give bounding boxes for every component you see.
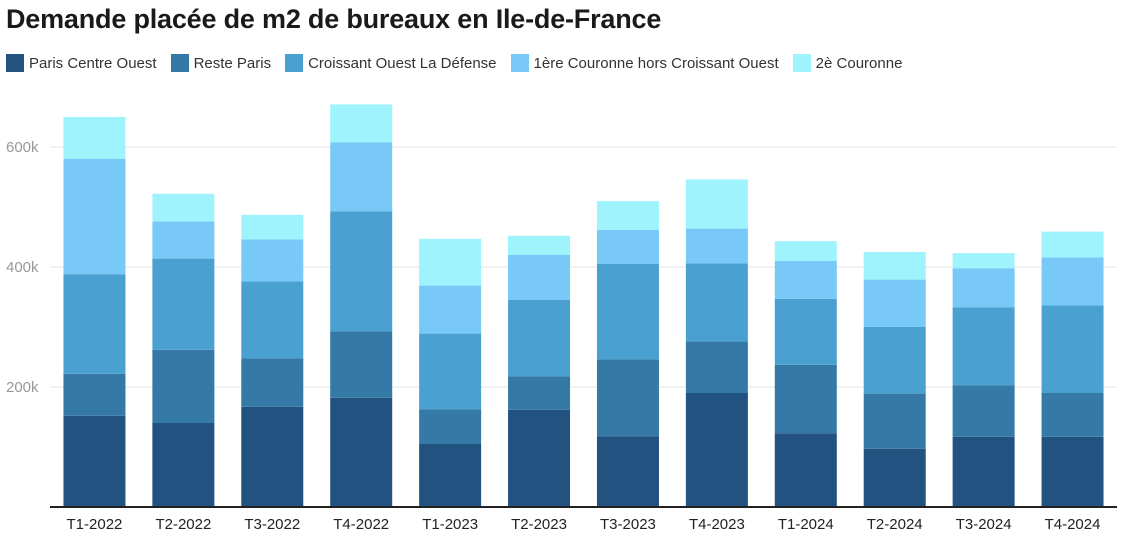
bar-segment	[952, 436, 1015, 507]
bar-segment	[952, 307, 1015, 386]
bar-segment	[508, 255, 571, 300]
bar-segment	[241, 281, 304, 359]
bar-segment	[419, 285, 482, 334]
bar-segment	[330, 331, 393, 398]
legend-label: Reste Paris	[193, 54, 272, 72]
legend-label: Croissant Ouest La Défense	[308, 54, 497, 72]
bar-segment	[596, 436, 659, 507]
bar-segment	[63, 117, 126, 159]
bar-segment	[863, 327, 926, 394]
x-tick-label: T3-2022	[244, 516, 300, 533]
legend-swatch	[510, 54, 529, 72]
bar-segment	[152, 258, 215, 350]
bar-segment	[152, 221, 215, 259]
x-tick-label: T3-2023	[600, 516, 656, 533]
bar-segment	[685, 228, 748, 264]
legend-label: 1ère Couronne hors Croissant Ouest	[533, 54, 779, 72]
bar-segment	[330, 142, 393, 212]
x-tick-label: T1-2022	[67, 516, 123, 533]
bar-segment	[596, 229, 659, 264]
bar-segment	[685, 263, 748, 342]
bar-segment	[419, 409, 482, 444]
bar-segment	[508, 300, 571, 377]
bar-segment	[330, 211, 393, 332]
bar-segment	[1041, 257, 1104, 306]
x-tick-label: T4-2022	[333, 516, 389, 533]
bar-segment	[330, 104, 393, 143]
bar-segment	[241, 358, 304, 407]
bar-segment	[152, 349, 215, 423]
bar-segment	[63, 159, 126, 275]
legend-swatch	[170, 54, 189, 72]
bar-segment	[774, 241, 837, 261]
bar-segment	[596, 201, 659, 230]
bar-segment	[330, 397, 393, 507]
bar-segment	[241, 239, 304, 282]
bar-segment	[419, 333, 482, 410]
bar-segment	[63, 373, 126, 416]
bar-segment	[596, 359, 659, 437]
bar-segment	[952, 253, 1015, 269]
bar-segment	[508, 376, 571, 410]
y-tick-label: 200k	[6, 379, 39, 396]
bar-segment	[774, 433, 837, 507]
x-tick-label: T4-2023	[689, 516, 745, 533]
bar-segment	[774, 298, 837, 365]
bar-segment	[952, 385, 1015, 437]
bar-segment	[863, 393, 926, 449]
legend-label: Paris Centre Ouest	[29, 54, 157, 72]
bar-segment	[419, 444, 482, 507]
bar-segment	[863, 279, 926, 327]
x-tick-label: T1-2023	[422, 516, 478, 533]
legend-item: 1ère Couronne hors Croissant Ouest	[510, 54, 779, 72]
legend-item: 2è Couronne	[792, 54, 903, 72]
bar-segment	[952, 268, 1015, 308]
bar-segment	[685, 393, 748, 507]
bar-segment	[241, 406, 304, 507]
bar-segment	[685, 179, 748, 229]
bar-segment	[774, 364, 837, 434]
x-tick-label: T1-2024	[778, 516, 834, 533]
bar-segment	[152, 423, 215, 507]
legend-item: Croissant Ouest La Défense	[285, 54, 497, 72]
bar-segment	[63, 274, 126, 374]
x-tick-label: T2-2022	[155, 516, 211, 533]
bar-segment	[596, 264, 659, 360]
legend: Paris Centre Ouest Reste Paris Croissant…	[6, 54, 916, 72]
bar-segment	[1041, 393, 1104, 437]
bar-segment	[419, 238, 482, 286]
chart-title: Demande placée de m2 de bureaux en Ile-d…	[6, 4, 662, 34]
bar-segment	[241, 214, 304, 240]
bar-segment	[152, 193, 215, 222]
bar-segment	[1041, 436, 1104, 507]
legend-label: 2è Couronne	[815, 54, 903, 72]
legend-swatch	[792, 54, 811, 72]
bar-segment	[863, 448, 926, 507]
x-tick-label: T2-2024	[867, 516, 923, 533]
bar-segment	[774, 261, 837, 299]
legend-item: Reste Paris	[170, 54, 272, 72]
bar-segment	[1041, 305, 1104, 393]
x-tick-label: T3-2024	[956, 516, 1012, 533]
x-tick-label: T2-2023	[511, 516, 567, 533]
x-tick-label: T4-2024	[1045, 516, 1101, 533]
bar-segment	[863, 252, 926, 280]
bar-segment	[508, 409, 571, 507]
legend-swatch	[285, 54, 304, 72]
bar-segment	[508, 235, 571, 255]
bar-segment	[685, 341, 748, 393]
bar-segment	[63, 415, 126, 507]
legend-swatch	[6, 54, 24, 72]
y-tick-label: 400k	[6, 259, 39, 276]
y-tick-label: 600k	[6, 139, 39, 156]
legend-item: Paris Centre Ouest	[6, 54, 157, 72]
bar-segment	[1041, 231, 1104, 258]
